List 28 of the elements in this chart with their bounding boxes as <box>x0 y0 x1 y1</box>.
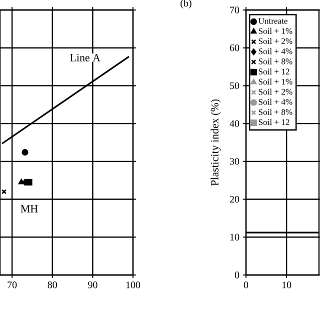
legend-label: Soil + 8% <box>258 108 292 115</box>
y-tick-label: 0 <box>234 272 240 278</box>
x-tick-label: 0 <box>244 282 248 288</box>
y-tick-label: 50 <box>230 82 240 90</box>
x-tick-label: 10 <box>282 282 292 288</box>
y-tick-label: 70 <box>230 6 240 14</box>
legend-label: Untreate <box>258 18 288 24</box>
y-tick-label: 30 <box>230 158 240 165</box>
y-tick-label: 60 <box>230 44 240 52</box>
legend-label: Soil + 2% <box>258 38 292 44</box>
legend-label: Soil + 12 <box>258 119 290 126</box>
legend-label: Soil + 4% <box>258 48 292 54</box>
y-tick-label: 40 <box>230 120 240 127</box>
legend-label: Soil + 8% <box>258 58 292 64</box>
y-tick-label: 10 <box>230 234 240 240</box>
y-tick-label: 20 <box>230 196 240 203</box>
x-tick-label: 80 <box>48 282 58 288</box>
legend-label: Soil + 1% <box>258 28 292 34</box>
annotation: MH <box>20 205 38 212</box>
annotation: Line A <box>70 54 100 62</box>
y-axis-title: Plasticity index (%) <box>210 99 221 186</box>
legend-label: Soil + 2% <box>258 88 292 95</box>
x-tick-label: 100 <box>126 282 140 288</box>
x-tick-label: 70 <box>8 282 17 288</box>
legend-label: Soil + 12 <box>258 68 290 74</box>
legend-label: Soil + 1% <box>258 78 292 85</box>
legend-label: Soil + 4% <box>258 98 292 105</box>
x-tick-label: 90 <box>88 282 98 288</box>
